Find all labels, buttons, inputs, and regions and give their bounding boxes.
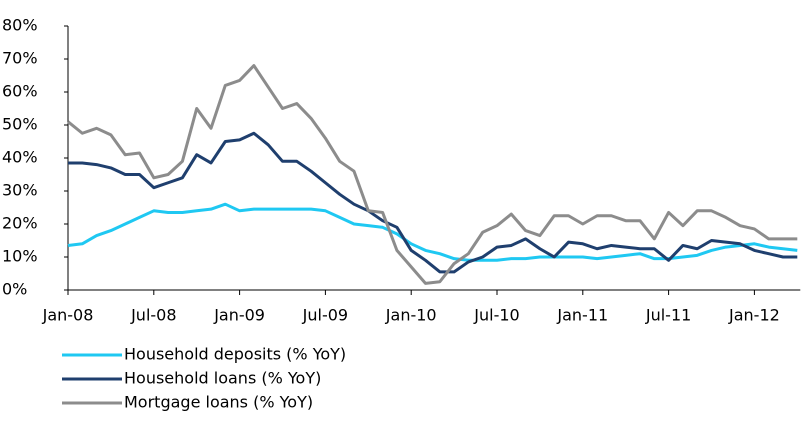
legend-label: Household deposits (% YoY) (124, 345, 346, 364)
x-tick-label: Jul-10 (473, 306, 519, 325)
x-tick-label: Jan-08 (42, 306, 94, 325)
y-tick-label: 30% (2, 181, 38, 200)
x-tick-label: Jan-12 (728, 306, 780, 325)
x-tick-label: Jan-10 (385, 306, 437, 325)
x-tick-label: Jul-11 (645, 306, 691, 325)
series-line (68, 131, 798, 274)
y-tick-label: 70% (2, 49, 38, 68)
y-tick-label: 10% (2, 247, 38, 266)
y-tick-label: 50% (2, 115, 38, 134)
y-tick-label: 20% (2, 214, 38, 233)
legend-label: Household loans (% YoY) (124, 369, 321, 388)
series-line (67, 202, 798, 262)
x-tick-label: Jul-08 (130, 306, 176, 325)
x-tick-label: Jan-11 (556, 306, 608, 325)
series-line (67, 64, 798, 285)
y-tick-label: 60% (2, 82, 38, 101)
y-tick-label: 80% (2, 16, 38, 35)
legend-label: Mortgage loans (% YoY) (124, 393, 313, 412)
x-tick-label: Jul-09 (302, 306, 348, 325)
y-tick-label: 0% (2, 280, 27, 299)
y-tick-label: 40% (2, 148, 38, 167)
x-tick-label: Jan-09 (213, 306, 265, 325)
